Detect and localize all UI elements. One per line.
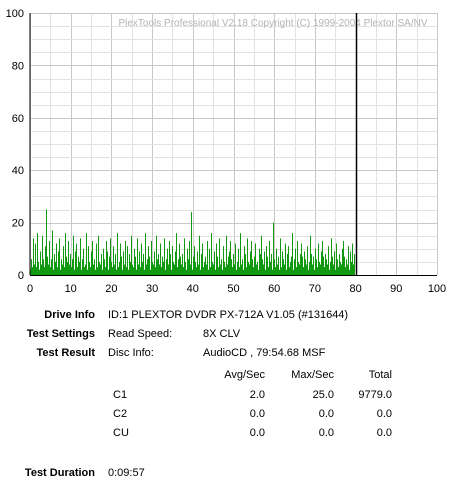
x-tick-label: 70 — [309, 283, 321, 295]
y-tick-label: 20 — [12, 218, 24, 230]
test-settings-label: Test Settings — [26, 328, 95, 340]
x-tick-label: 30 — [146, 283, 158, 295]
y-axis-ticks: 0 20 40 60 80 100 — [6, 8, 24, 282]
x-tick-label: 60 — [268, 283, 280, 295]
cell-total: 9779.0 — [358, 389, 392, 401]
chart-grid — [30, 13, 438, 276]
disc-info-value: AudioCD , 79:54.68 MSF — [203, 347, 326, 359]
y-tick-label: 60 — [12, 113, 24, 125]
column-header-max: Max/Sec — [291, 369, 334, 381]
cell-avg: 2.0 — [249, 389, 265, 401]
y-tick-label: 0 — [18, 270, 24, 282]
x-tick-label: 40 — [187, 283, 199, 295]
chart-watermark: PlexTools Professional V2.18 Copyright (… — [118, 18, 427, 29]
row-name: C2 — [113, 408, 128, 420]
y-tick-label: 40 — [12, 165, 24, 177]
x-tick-label: 10 — [65, 283, 77, 295]
y-tick-label: 80 — [12, 60, 24, 72]
chart-axes — [29, 13, 437, 276]
cell-max: 0.0 — [318, 408, 334, 420]
disc-info-label: Disc Info: — [108, 347, 154, 359]
x-tick-label: 100 — [428, 283, 446, 295]
cell-total: 0.0 — [376, 408, 392, 420]
x-tick-label: 50 — [227, 283, 239, 295]
x-tick-label: 20 — [105, 283, 117, 295]
read-speed-value: 8X CLV — [203, 328, 241, 340]
row-name: C1 — [113, 389, 128, 401]
x-tick-label: 90 — [390, 283, 402, 295]
cell-max: 25.0 — [312, 389, 334, 401]
column-header-avg: Avg/Sec — [224, 369, 265, 381]
read-speed-label: Read Speed: — [108, 328, 173, 340]
cell-avg: 0.0 — [249, 408, 265, 420]
x-tick-label: 0 — [27, 283, 33, 295]
drive-info-value: ID:1 PLEXTOR DVDR PX-712A V1.05 (#131644… — [108, 309, 349, 321]
column-header-total: Total — [368, 369, 392, 381]
y-tick-label: 100 — [6, 8, 24, 20]
c1-error-bars — [30, 209, 355, 275]
error-rate-chart: PlexTools Professional V2.18 Copyright (… — [6, 8, 447, 295]
drive-info-label: Drive Info — [44, 309, 95, 321]
cell-avg: 0.0 — [249, 427, 265, 439]
test-duration-value: 0:09:57 — [108, 467, 145, 479]
row-name: CU — [113, 427, 129, 439]
test-result-label: Test Result — [36, 347, 95, 359]
x-tick-label: 80 — [349, 283, 361, 295]
cell-max: 0.0 — [318, 427, 334, 439]
cell-total: 0.0 — [376, 427, 392, 439]
test-duration-label: Test Duration — [24, 467, 95, 479]
x-axis-ticks: 0 10 20 30 40 50 60 70 80 90 100 — [27, 283, 446, 295]
